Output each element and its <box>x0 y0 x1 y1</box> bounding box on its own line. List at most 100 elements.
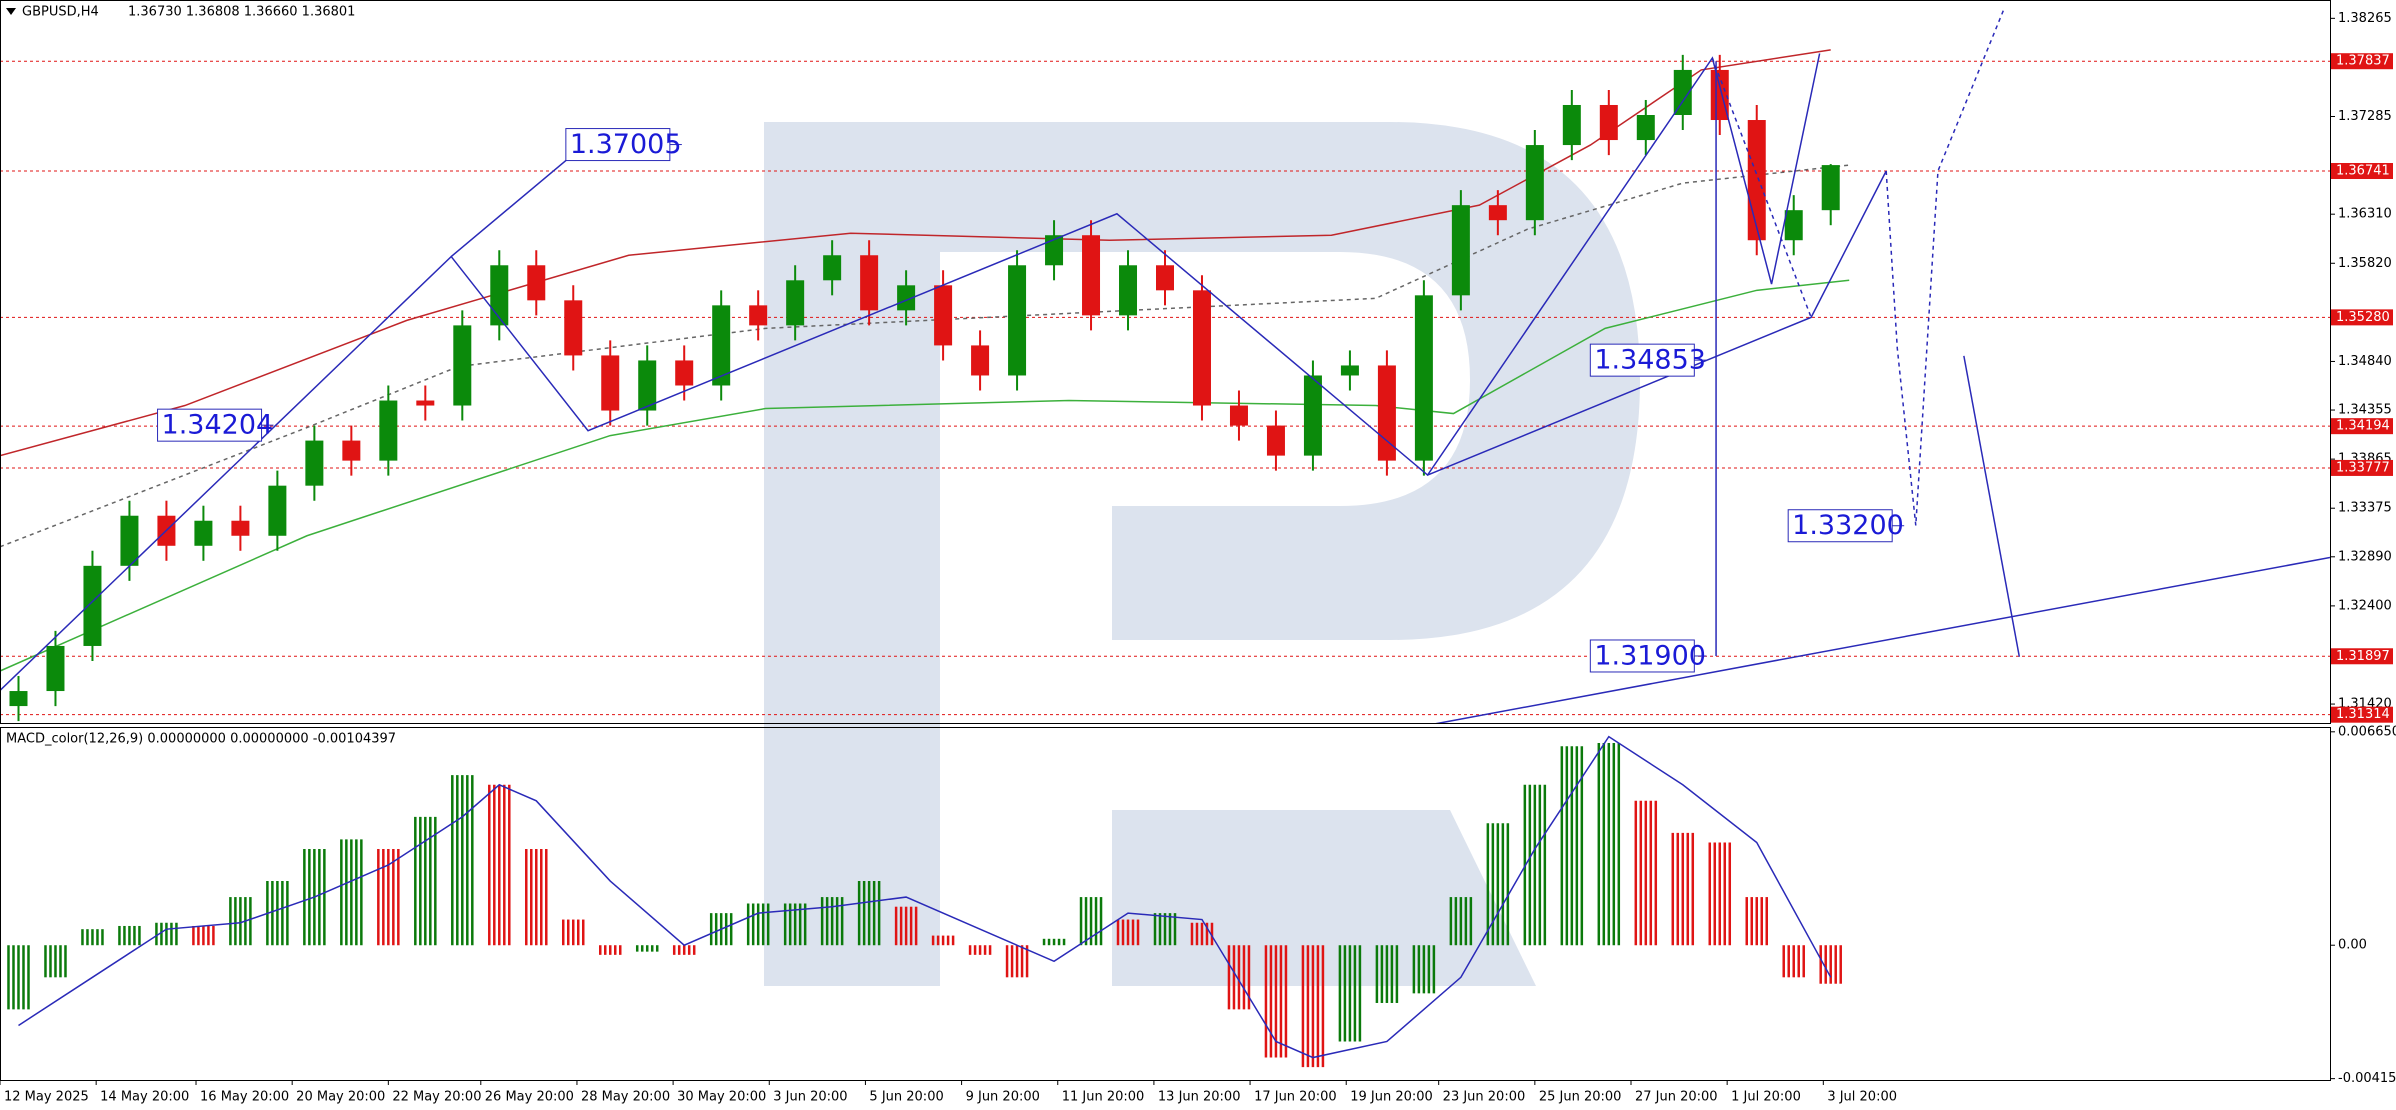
candle-body <box>1192 290 1211 406</box>
level-label: 1.35280 <box>2336 310 2390 325</box>
level-label: 1.36741 <box>2336 164 2390 179</box>
symbol-title: GBPUSD,H4 <box>22 5 99 20</box>
level-tag <box>2331 309 2393 326</box>
level-tag <box>2331 459 2393 476</box>
candle-body <box>1119 265 1138 316</box>
moving-average <box>0 164 1850 548</box>
candle-body <box>675 360 694 386</box>
x-tick-label: 11 Jun 20:00 <box>1062 1090 1145 1105</box>
candle-body <box>46 645 65 692</box>
candle-body <box>1636 115 1655 141</box>
macd-tick-label: 0.0066501 <box>2338 724 2396 739</box>
x-tick-label: 1 Jul 20:00 <box>1731 1090 1801 1105</box>
candle-body <box>453 325 472 406</box>
trend-drawing <box>450 144 585 258</box>
level-label: 1.37837 <box>2336 54 2390 69</box>
candle-body <box>416 400 435 406</box>
trend-drawing <box>0 53 1821 691</box>
x-tick-label: 19 Jun 20:00 <box>1350 1090 1433 1105</box>
x-tick-label: 16 May 20:00 <box>200 1090 289 1105</box>
candle-body <box>749 305 768 326</box>
candle-body <box>823 255 842 281</box>
menu-triangle <box>6 8 16 15</box>
x-tick-label: 30 May 20:00 <box>677 1090 766 1105</box>
macd-title: MACD_color(12,26,9) 0.00000000 0.0000000… <box>6 732 396 747</box>
x-tick-label: 23 Jun 20:00 <box>1443 1090 1526 1105</box>
candle-body <box>971 345 990 376</box>
level-tag <box>2331 163 2393 180</box>
candle-body <box>1414 295 1433 461</box>
candle-body <box>120 515 139 566</box>
candle-body <box>1082 235 1101 316</box>
moving-average <box>0 279 1850 672</box>
level-label: 1.31314 <box>2336 707 2390 722</box>
level-tag <box>2331 706 2393 723</box>
x-tick-label: 17 Jun 20:00 <box>1254 1090 1337 1105</box>
x-tick-label: 14 May 20:00 <box>100 1090 189 1105</box>
y-tick-label: 1.38265 <box>2338 11 2392 26</box>
y-tick-label: 1.33375 <box>2338 501 2392 516</box>
x-tick-label: 27 Jun 20:00 <box>1635 1090 1718 1105</box>
candle-body <box>1784 210 1803 241</box>
candle-body <box>379 400 398 461</box>
callout-label: 1.37005 <box>570 129 682 160</box>
moving-average <box>0 49 1831 457</box>
candle-body <box>1673 69 1692 116</box>
candle-body <box>490 265 509 326</box>
candle-body <box>860 255 879 311</box>
macd-panel <box>7 735 1842 1068</box>
candle-body <box>1340 365 1359 376</box>
level-tag <box>2331 53 2393 70</box>
level-tag <box>2331 648 2393 665</box>
candle-body <box>1303 375 1322 456</box>
trend-drawing <box>1885 7 2006 526</box>
trend-drawing <box>1963 355 2021 657</box>
candle-body <box>1008 265 1027 376</box>
level-label: 1.34194 <box>2336 419 2390 434</box>
candle-body <box>9 691 28 707</box>
candle-body <box>712 305 731 386</box>
candle-body <box>1562 104 1581 146</box>
candle-body <box>1525 145 1544 221</box>
candle-body <box>1045 235 1064 266</box>
trend-drawing <box>1427 170 1887 476</box>
callout-box <box>1787 509 1893 543</box>
candle-body <box>601 355 620 411</box>
candle-body <box>231 520 250 536</box>
y-tick-label: 1.35820 <box>2338 256 2392 271</box>
y-tick-label: 1.34840 <box>2338 354 2392 369</box>
candle-body <box>1821 165 1840 211</box>
candle-body <box>305 440 324 486</box>
callout-box <box>157 408 263 442</box>
ohlc-label: 1.36730 1.36808 1.36660 1.36801 <box>128 5 355 20</box>
candle-body <box>194 520 213 546</box>
candle-body <box>1229 405 1248 426</box>
callout-box <box>565 128 671 162</box>
price-frame <box>0 0 2331 724</box>
x-tick-label: 25 Jun 20:00 <box>1539 1090 1622 1105</box>
macd-signal <box>18 735 1832 1059</box>
candle-body <box>1266 425 1285 456</box>
callout-label: 1.34204 <box>162 410 274 441</box>
x-tick-label: 9 Jun 20:00 <box>966 1090 1040 1105</box>
candle-body <box>564 300 583 356</box>
candle-body <box>83 565 102 646</box>
y-tick-label: 1.37285 <box>2338 109 2392 124</box>
callout-label: 1.31900 <box>1594 640 1706 671</box>
callout-label: 1.34853 <box>1594 345 1706 376</box>
y-tick-label: 1.32400 <box>2338 598 2392 613</box>
level-label: 1.33777 <box>2336 460 2390 475</box>
x-tick-label: 20 May 20:00 <box>296 1090 385 1105</box>
x-tick-label: 3 Jul 20:00 <box>1827 1090 1897 1105</box>
x-tick-label: 13 Jun 20:00 <box>1158 1090 1241 1105</box>
trend-drawing <box>1711 57 1812 318</box>
callout-box <box>1589 639 1695 673</box>
x-tick-label: 12 May 2025 <box>4 1090 89 1105</box>
candle-body <box>268 485 287 536</box>
y-tick-label: 1.34355 <box>2338 403 2392 418</box>
candle-body <box>1599 104 1618 141</box>
candle-body <box>1451 205 1470 296</box>
macd-tick-label: 0.00 <box>2338 938 2367 953</box>
